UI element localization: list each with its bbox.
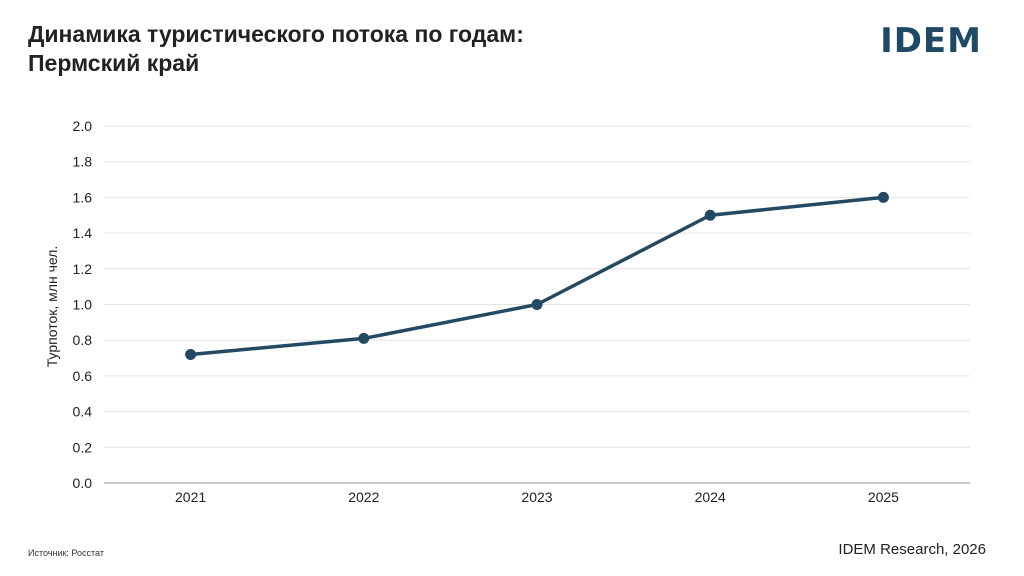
y-tick-label: 1.6 [73,189,93,205]
data-point [185,348,197,360]
x-tick-label: 2024 [695,489,726,505]
y-tick-label: 2.0 [73,118,93,134]
x-tick-label: 2022 [348,489,379,505]
credit-text: IDEM Research, 2026 [838,541,986,558]
y-tick-label: 1.2 [73,261,93,277]
data-point [358,332,370,344]
source-note: Источник: Росстат [28,548,104,558]
series-line [188,195,886,357]
y-tick-label: 0.8 [73,332,93,348]
y-tick-label: 1.8 [73,154,93,170]
y-tick-label: 0.2 [73,439,93,455]
x-tick-label: 2021 [175,489,206,505]
chart-title-line-1: Динамика туристического потока по годам: [28,21,524,47]
y-tick-label: 0.0 [73,475,93,491]
y-tick-label: 0.4 [73,404,93,420]
y-tick-label: 1.4 [73,225,93,241]
x-tick-label: 2023 [521,489,552,505]
idem-logo: IDEM [880,21,982,61]
y-tick-label: 0.6 [73,368,93,384]
x-tick-label: 2025 [868,489,899,505]
data-point [877,191,889,203]
chart-title-line-2: Пермский край [28,50,200,76]
data-point [531,299,543,310]
y-tick-label: 1.0 [73,297,93,313]
data-point [704,209,716,221]
chart-title: Динамика туристического потока по годам:… [28,20,524,78]
y-axis-label: Турпоток, млн чел. [44,246,60,368]
